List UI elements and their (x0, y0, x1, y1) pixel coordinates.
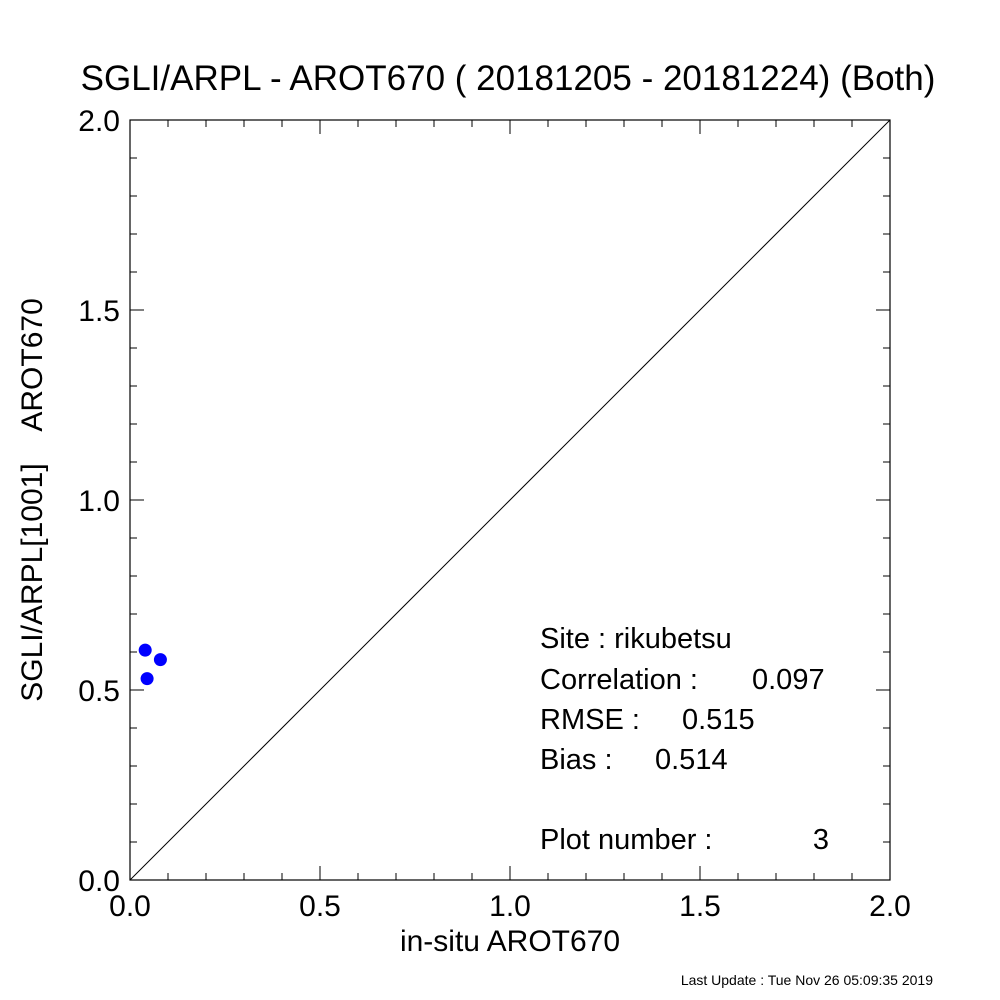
y-tick-label: 2.0 (78, 105, 120, 138)
x-tick-label: 0.0 (109, 890, 151, 923)
x-tick-label: 1.0 (489, 890, 531, 923)
x-tick-label: 0.5 (299, 890, 341, 923)
y-tick-label: 1.5 (78, 295, 120, 328)
data-point (153, 653, 167, 667)
y-tick-label: 0.0 (78, 865, 120, 898)
y-tick-label: 1.0 (78, 485, 120, 518)
stats-panel: Site : rikubetsu Correlation : 0.097 RMS… (540, 623, 829, 856)
chart-title: SGLI/ARPL - AROT670 ( 20181205 - 2018122… (81, 59, 936, 98)
y-axis-label: SGLI/ARPL[1001] AROT670 (16, 298, 49, 702)
last-update-text: Last Update : Tue Nov 26 05:09:35 2019 (681, 972, 933, 988)
plot-number-label: Plot number : (540, 824, 712, 856)
bias-label: Bias : (540, 744, 613, 776)
x-axis-label: in-situ AROT670 (400, 925, 620, 958)
data-point (140, 672, 154, 686)
data-point (138, 643, 152, 657)
rmse-value: 0.515 (682, 704, 755, 736)
x-tick-label: 2.0 (869, 890, 911, 923)
y-tick-label: 0.5 (78, 675, 120, 708)
plot-frame (129, 119, 891, 881)
rmse-label: RMSE : (540, 704, 640, 736)
x-tick-label: 1.5 (679, 890, 721, 923)
data-points (138, 643, 167, 686)
correlation-label: Correlation : (540, 664, 698, 696)
bias-value: 0.514 (655, 744, 728, 776)
plot-number-value: 3 (813, 824, 829, 856)
correlation-value: 0.097 (752, 664, 825, 696)
tick-labels: 0.00.0 0.5 0.5 1.0 1.0 1.5 1.5 2.0 2.0 (78, 105, 911, 923)
site-label: Site : rikubetsu (540, 623, 732, 655)
one-to-one-line (129, 119, 891, 881)
